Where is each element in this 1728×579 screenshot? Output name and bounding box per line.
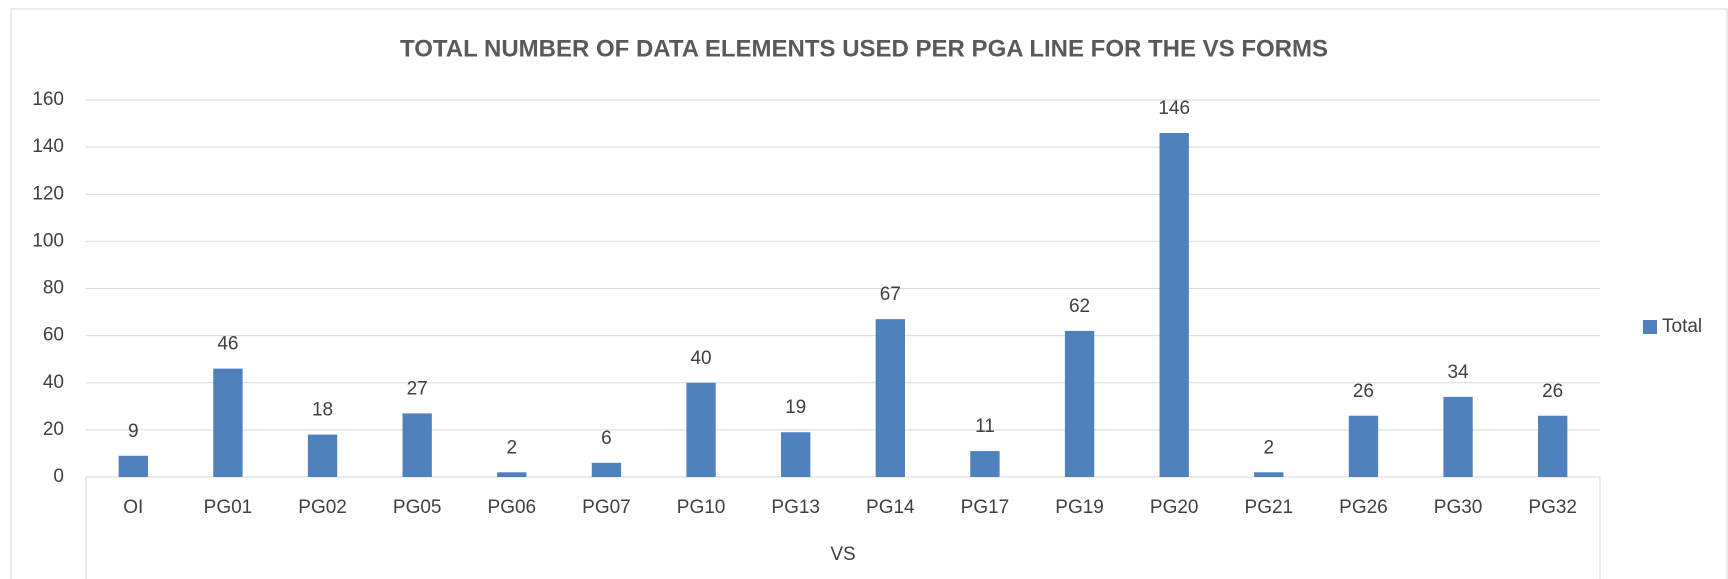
x-tick-label: PG02 bbox=[298, 497, 347, 518]
x-tick-label: PG13 bbox=[771, 497, 820, 518]
bar bbox=[970, 451, 1000, 477]
x-tick-label: PG06 bbox=[488, 497, 537, 518]
data-label: 19 bbox=[785, 397, 806, 418]
x-tick-label: PG21 bbox=[1245, 497, 1294, 518]
bar bbox=[402, 413, 432, 477]
bar bbox=[1443, 396, 1473, 477]
x-tick-label: PG17 bbox=[961, 497, 1010, 518]
chart-frame bbox=[10, 8, 1728, 579]
data-label: 146 bbox=[1158, 98, 1190, 119]
bar bbox=[1064, 330, 1095, 477]
x-tick-label: PG19 bbox=[1055, 497, 1104, 518]
x-tick-label: PG01 bbox=[204, 497, 253, 518]
bar bbox=[213, 368, 243, 477]
data-label: 67 bbox=[880, 284, 901, 305]
legend-swatch bbox=[1643, 320, 1657, 334]
data-label: 26 bbox=[1542, 381, 1563, 402]
bar bbox=[781, 432, 811, 477]
chart-title: TOTAL NUMBER OF DATA ELEMENTS USED PER P… bbox=[400, 35, 1328, 62]
bar bbox=[1254, 472, 1284, 477]
x-tick-label: PG32 bbox=[1528, 497, 1577, 518]
bar bbox=[875, 319, 905, 477]
data-label: 26 bbox=[1353, 381, 1374, 402]
x-tick-label: PG14 bbox=[866, 497, 915, 518]
bar bbox=[118, 455, 148, 477]
legend-label: Total bbox=[1662, 316, 1702, 337]
x-tick-label: PG05 bbox=[393, 497, 442, 518]
bar bbox=[1348, 415, 1379, 477]
bar bbox=[686, 382, 716, 477]
y-tick-label: 20 bbox=[43, 419, 64, 440]
data-label: 62 bbox=[1069, 296, 1090, 317]
y-tick-label: 120 bbox=[32, 183, 64, 204]
x-tick-label: PG26 bbox=[1339, 497, 1388, 518]
bar bbox=[307, 434, 338, 477]
y-tick-label: 140 bbox=[32, 136, 64, 157]
bar bbox=[591, 462, 622, 477]
y-tick-label: 40 bbox=[43, 372, 64, 393]
x-tick-label: PG10 bbox=[677, 497, 726, 518]
y-tick-label: 80 bbox=[43, 278, 64, 299]
data-label: 2 bbox=[507, 437, 518, 458]
x-group-label: VS bbox=[830, 544, 855, 565]
bar bbox=[1538, 415, 1568, 477]
data-label: 40 bbox=[690, 348, 711, 369]
x-tick-label: PG07 bbox=[582, 497, 631, 518]
y-tick-label: 160 bbox=[32, 89, 64, 110]
data-label: 11 bbox=[975, 416, 995, 437]
data-label: 34 bbox=[1447, 362, 1469, 383]
data-label: 46 bbox=[217, 334, 238, 355]
y-tick-label: 60 bbox=[43, 325, 64, 346]
data-label: 27 bbox=[407, 378, 428, 399]
data-label: 6 bbox=[601, 428, 612, 449]
x-tick-label: OI bbox=[123, 497, 143, 518]
x-tick-label: PG30 bbox=[1434, 497, 1483, 518]
bar bbox=[1159, 132, 1189, 478]
y-tick-label: 0 bbox=[53, 466, 64, 487]
data-label: 9 bbox=[128, 421, 139, 442]
x-tick-label: PG20 bbox=[1150, 497, 1199, 518]
bar bbox=[497, 472, 527, 477]
data-label: 2 bbox=[1264, 437, 1275, 458]
y-tick-label: 100 bbox=[32, 230, 64, 251]
data-label: 18 bbox=[312, 400, 333, 421]
